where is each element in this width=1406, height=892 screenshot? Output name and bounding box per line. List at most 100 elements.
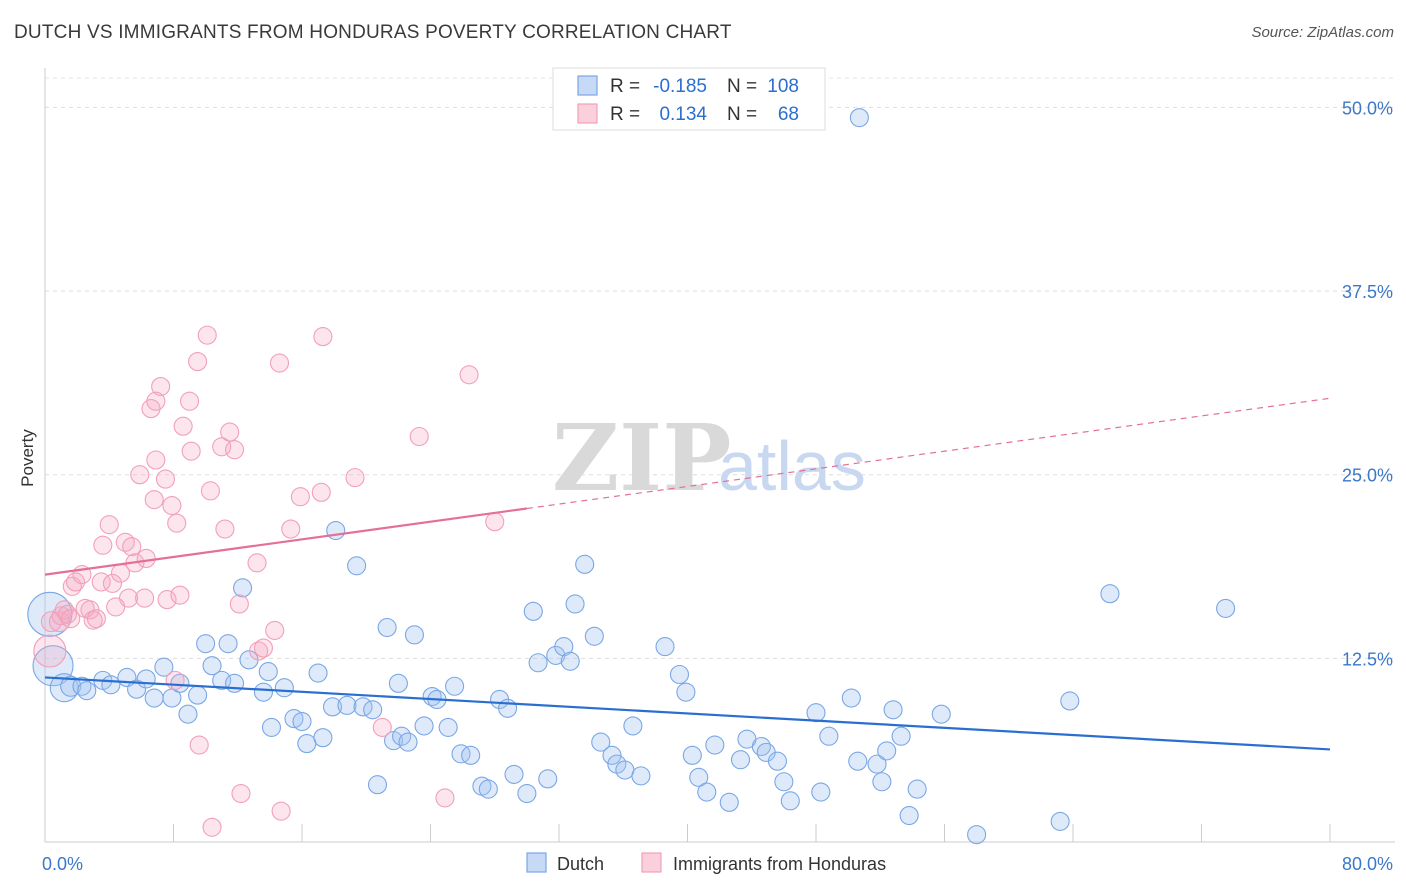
dutch-point-40 bbox=[377, 617, 397, 638]
dutch-point-103 bbox=[1060, 691, 1080, 711]
honduras-point-34 bbox=[167, 513, 187, 533]
honduras-point-15 bbox=[93, 535, 113, 555]
trend-line-dutch bbox=[44, 676, 1331, 751]
dutch-point-70 bbox=[615, 760, 635, 780]
dutch-point-14 bbox=[178, 704, 198, 724]
dutch-point-92 bbox=[848, 751, 868, 771]
y-tick-label-2: 37.5% bbox=[1342, 282, 1393, 302]
x-tick-label-1: 80.0% bbox=[1342, 854, 1393, 874]
tick-labels: 12.5% 25.0% 37.5% 50.0% 0.0% 80.0% bbox=[42, 98, 1393, 874]
dutch-point-88 bbox=[806, 703, 826, 723]
dutch-point-12 bbox=[154, 657, 174, 677]
dutch-point-100 bbox=[931, 704, 951, 724]
honduras-point-52 bbox=[253, 638, 274, 658]
dutch-point-91 bbox=[841, 688, 861, 708]
dutch-point-67 bbox=[591, 732, 611, 752]
dutch-point-60 bbox=[538, 769, 558, 789]
dutch-point-44 bbox=[404, 625, 424, 645]
honduras-point-64 bbox=[459, 365, 479, 385]
legend-bottom-label-dutch: Dutch bbox=[557, 854, 604, 874]
legend-bottom-swatch-dutch bbox=[526, 852, 547, 873]
dutch-point-34 bbox=[326, 520, 346, 541]
legend-bottom-swatch-honduras bbox=[641, 852, 662, 873]
legend-r-label-dutch: R = bbox=[610, 76, 640, 97]
dutch-point-78 bbox=[697, 782, 717, 802]
honduras-point-2 bbox=[48, 611, 71, 633]
dutch-point-59 bbox=[528, 653, 548, 673]
x-tick-label-0: 0.0% bbox=[42, 854, 83, 874]
honduras-point-13 bbox=[86, 609, 106, 629]
dutch-point-21 bbox=[224, 673, 245, 693]
dutch-point-77 bbox=[689, 767, 709, 787]
honduras-point-41 bbox=[197, 325, 217, 345]
dutch-point-27 bbox=[274, 678, 294, 698]
honduras-point-24 bbox=[130, 465, 150, 485]
honduras-point-28 bbox=[144, 490, 164, 510]
honduras-point-40 bbox=[189, 735, 209, 755]
honduras-point-50 bbox=[247, 553, 267, 573]
legend-r-value-dutch: -0.185 bbox=[653, 76, 707, 97]
legend-n-value-dutch: 108 bbox=[767, 76, 799, 97]
honduras-point-53 bbox=[265, 620, 285, 640]
honduras-point-45 bbox=[215, 519, 235, 539]
legend-n-value-honduras: 68 bbox=[778, 104, 799, 125]
honduras-point-6 bbox=[61, 609, 81, 629]
y-tick-label-0: 12.5% bbox=[1342, 649, 1393, 669]
chart-title: DUTCH VS IMMIGRANTS FROM HONDURAS POVERT… bbox=[14, 22, 732, 43]
dutch-point-39 bbox=[367, 775, 388, 795]
dutch-point-96 bbox=[883, 700, 903, 720]
dutch-point-17 bbox=[196, 634, 216, 654]
axes bbox=[44, 68, 1395, 843]
dutch-point-65 bbox=[575, 554, 595, 574]
dutch-point-48 bbox=[438, 717, 458, 737]
dutch-point-90 bbox=[819, 726, 839, 746]
honduras-point-61 bbox=[372, 717, 392, 737]
honduras-point-26 bbox=[136, 548, 156, 568]
legend-swatch-honduras bbox=[577, 103, 598, 124]
honduras-point-48 bbox=[229, 594, 249, 614]
dutch-point-74 bbox=[669, 664, 690, 685]
dutch-point-9 bbox=[127, 679, 147, 699]
series-honduras bbox=[33, 325, 505, 837]
grid-lines bbox=[45, 77, 1395, 659]
honduras-point-0 bbox=[33, 634, 67, 668]
dutch-point-35 bbox=[337, 695, 357, 715]
honduras-point-16 bbox=[99, 515, 119, 535]
dutch-point-22 bbox=[233, 578, 253, 598]
honduras-point-67 bbox=[146, 391, 166, 411]
dutch-point-81 bbox=[730, 750, 751, 770]
honduras-point-17 bbox=[102, 573, 123, 593]
legend-n-label-dutch: N = bbox=[727, 76, 757, 97]
dutch-point-56 bbox=[504, 764, 524, 784]
honduras-point-58 bbox=[311, 482, 331, 502]
dutch-point-80 bbox=[719, 792, 739, 812]
honduras-point-66 bbox=[165, 670, 185, 690]
honduras-point-31 bbox=[155, 469, 176, 489]
dutch-point-79 bbox=[705, 735, 725, 755]
dutch-point-72 bbox=[631, 766, 651, 786]
trend-lines bbox=[44, 397, 1331, 751]
honduras-point-38 bbox=[181, 441, 201, 461]
dutch-point-107 bbox=[388, 673, 408, 693]
watermark: ZIP atlas bbox=[552, 404, 866, 512]
dutch-point-89 bbox=[811, 782, 831, 802]
honduras-point-65 bbox=[485, 512, 505, 532]
dutch-point-93 bbox=[867, 754, 887, 774]
dutch-point-75 bbox=[676, 682, 696, 702]
legend-correlation: R = -0.185 N = 108 R = 0.134 N = 68 bbox=[552, 67, 826, 131]
honduras-point-35 bbox=[170, 585, 190, 605]
dutch-point-10 bbox=[136, 669, 156, 689]
source-credit: Source: ZipAtlas.com bbox=[1251, 24, 1394, 41]
dutch-point-36 bbox=[347, 556, 367, 576]
honduras-point-29 bbox=[146, 450, 166, 470]
dutch-point-20 bbox=[218, 634, 238, 654]
honduras-point-12 bbox=[83, 610, 103, 630]
dutch-point-11 bbox=[144, 688, 164, 708]
dutch-point-30 bbox=[297, 734, 317, 754]
dutch-point-3 bbox=[60, 675, 82, 697]
honduras-point-46 bbox=[220, 422, 240, 442]
dutch-point-97 bbox=[891, 726, 911, 746]
dutch-point-101 bbox=[967, 825, 987, 845]
honduras-point-56 bbox=[281, 519, 301, 539]
honduras-point-49 bbox=[231, 783, 251, 804]
